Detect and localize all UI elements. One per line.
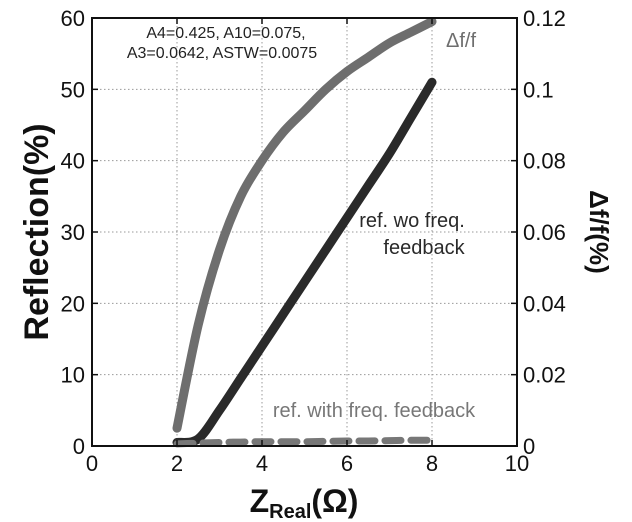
x-axis-title-sub: Real — [269, 501, 311, 522]
label-wo-feedback-2: feedback — [383, 237, 465, 259]
series-ref-with-feedback — [173, 436, 436, 448]
y2-tick-label: 0.12 — [523, 6, 566, 31]
params-line-1: A4=0.425, A10=0.075, — [146, 25, 305, 42]
x-tick-label: 0 — [86, 451, 98, 476]
label-with-feedback: ref. with freq. feedback — [273, 400, 476, 422]
label-df-f: Δf/f — [446, 30, 476, 52]
y2-tick-label: 0 — [523, 434, 535, 459]
y-tick-label: 30 — [61, 220, 85, 245]
y-axis-title: Reflection(%) — [18, 123, 56, 340]
x-axis-title: ZReal(Ω) — [250, 483, 359, 522]
x-tick-label: 10 — [505, 451, 529, 476]
label-wo-feedback-1: ref. wo freq. — [359, 210, 465, 232]
series-layer — [172, 17, 437, 448]
tick-marks — [91, 17, 518, 447]
series-ref-wo-feedback — [172, 77, 437, 447]
x-tick-label: 8 — [426, 451, 438, 476]
x-tick-label: 2 — [171, 451, 183, 476]
y2-tick-label: 0.04 — [523, 291, 566, 316]
y-tick-label: 10 — [61, 363, 85, 388]
params-line-2: A3=0.0642, ASTW=0.0075 — [127, 45, 317, 62]
y2-tick-label: 0.06 — [523, 220, 566, 245]
y-tick-label: 40 — [61, 149, 85, 174]
y2-tick-label: 0.02 — [523, 363, 566, 388]
y2-tick-label: 0.1 — [523, 77, 554, 102]
y-tick-label: 50 — [61, 77, 85, 102]
y-tick-label: 0 — [73, 434, 85, 459]
tick-labels: 0 2 4 6 8 10010203040506000.020.040.060.080.1… — [61, 6, 566, 476]
x-tick-label: 6 — [341, 451, 353, 476]
x-tick-label: 4 — [256, 451, 268, 476]
y2-axis-title: Δf/f(%) — [584, 190, 614, 274]
grid-lines — [92, 18, 517, 446]
y2-tick-label: 0.08 — [523, 149, 566, 174]
series-df-f — [172, 17, 437, 433]
x-axis-title-unit: (Ω) — [311, 483, 358, 519]
x-axis-title-main: Z — [250, 483, 270, 519]
y-tick-label: 60 — [61, 6, 85, 31]
y-tick-label: 20 — [61, 291, 85, 316]
